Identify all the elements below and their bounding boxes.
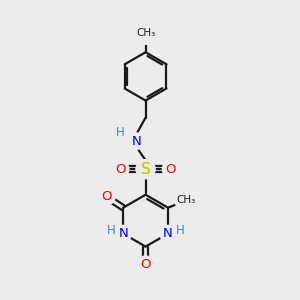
- Circle shape: [112, 161, 129, 177]
- Circle shape: [114, 126, 127, 139]
- Text: O: O: [165, 163, 176, 176]
- Text: CH₃: CH₃: [136, 28, 155, 38]
- Text: O: O: [102, 190, 112, 203]
- Text: H: H: [106, 224, 115, 237]
- Text: H: H: [116, 126, 125, 139]
- Text: O: O: [115, 163, 126, 176]
- Circle shape: [128, 133, 144, 149]
- Text: S: S: [141, 162, 151, 177]
- Circle shape: [115, 225, 131, 242]
- Text: N: N: [131, 135, 141, 148]
- Circle shape: [137, 256, 154, 272]
- Circle shape: [175, 189, 197, 212]
- Text: CH₃: CH₃: [177, 195, 196, 205]
- Circle shape: [174, 224, 187, 237]
- Text: S: S: [141, 162, 151, 177]
- Circle shape: [160, 225, 176, 242]
- Circle shape: [162, 161, 179, 177]
- Text: H: H: [176, 224, 185, 237]
- Text: N: N: [163, 227, 173, 240]
- Text: O: O: [140, 258, 151, 271]
- Circle shape: [134, 22, 157, 44]
- Circle shape: [99, 188, 115, 205]
- Circle shape: [136, 160, 155, 178]
- Text: N: N: [118, 227, 128, 240]
- Circle shape: [104, 224, 117, 237]
- Circle shape: [136, 160, 155, 178]
